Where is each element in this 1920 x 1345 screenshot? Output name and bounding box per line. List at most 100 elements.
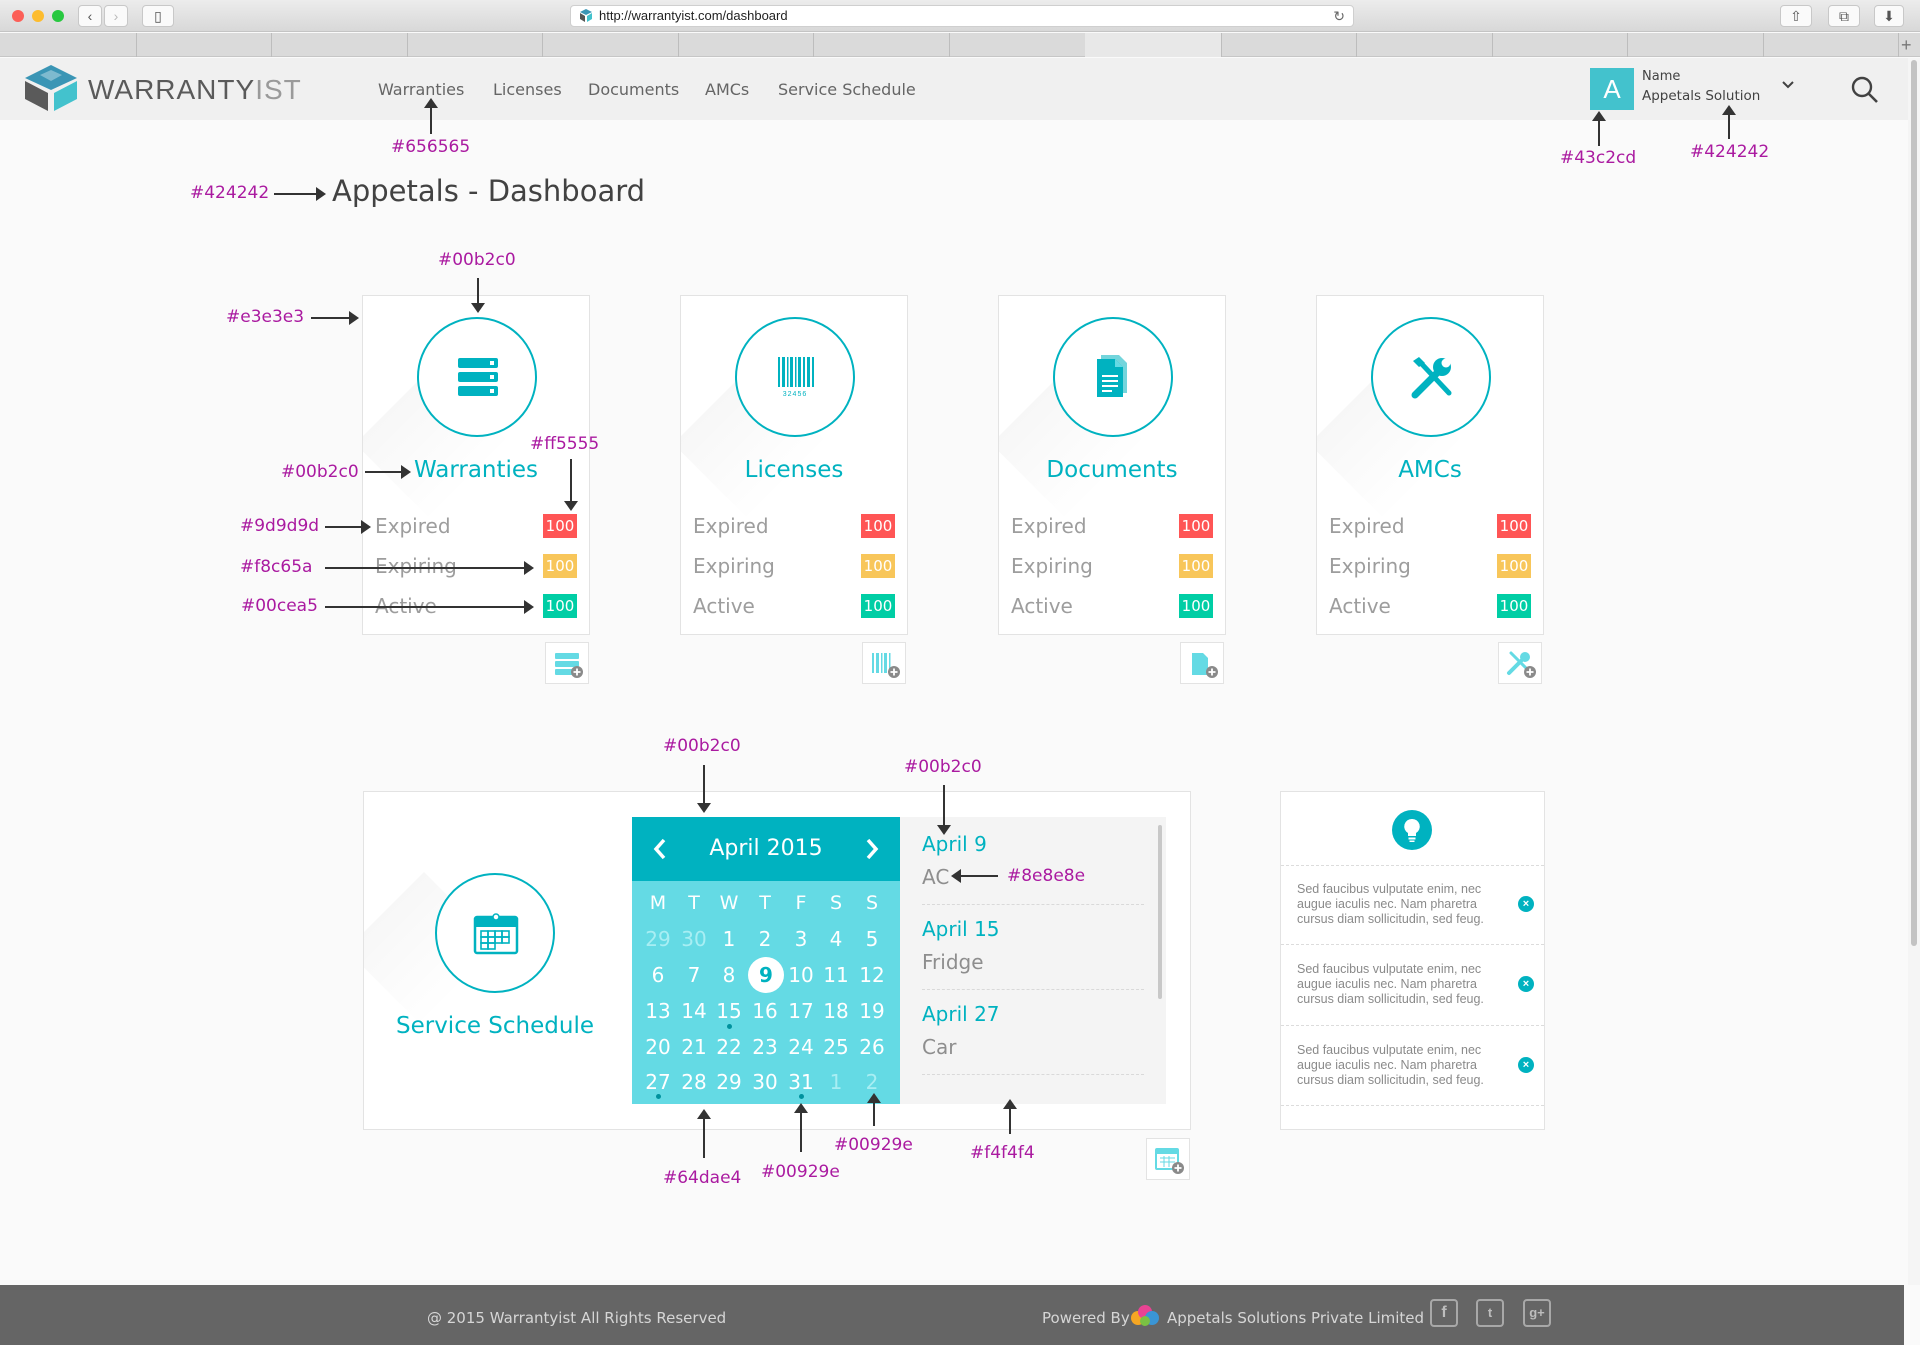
barcode-digits: 32456 [782,391,808,398]
next-month-icon[interactable] [864,838,880,860]
scrollbar-thumb[interactable] [1911,60,1917,946]
add-warranty-button[interactable] [545,642,589,684]
calendar-day[interactable]: 1 [829,1070,843,1094]
calendar-day[interactable]: 19 [859,999,885,1023]
nav-documents[interactable]: Documents [588,80,680,99]
calendar-day[interactable]: 28 [681,1070,707,1094]
back-button[interactable]: ‹ [78,5,102,27]
event-date[interactable]: April 15 [922,917,1000,941]
logo-icon[interactable] [22,63,80,113]
badge-active[interactable]: 100 [1497,594,1531,618]
event-date[interactable]: April 27 [922,1002,1000,1026]
reload-icon[interactable]: ↻ [1333,8,1345,24]
nav-warranties[interactable]: Warranties [378,80,465,99]
minimize-window-icon[interactable] [32,10,44,22]
facebook-icon[interactable]: f [1430,1299,1458,1327]
twitter-icon[interactable]: t [1476,1299,1504,1327]
badge-expired[interactable]: 100 [543,514,577,538]
search-icon[interactable] [1851,76,1879,104]
weekday-label: W [719,892,739,914]
calendar-day[interactable]: 3 [794,927,808,951]
nav-licenses[interactable]: Licenses [493,80,562,99]
card-icon-circle: 32456 [735,317,855,437]
calendar-day[interactable]: 16 [752,999,778,1023]
new-tab-icon[interactable]: + [1901,35,1912,55]
calendar-day[interactable]: 6 [651,963,665,987]
google-plus-icon[interactable]: g+ [1523,1299,1551,1327]
calendar-day[interactable]: 24 [788,1035,814,1059]
calendar-day[interactable]: 18 [823,999,849,1023]
share-icon[interactable]: ⇧ [1780,5,1812,27]
calendar-day[interactable]: 30 [681,927,707,951]
card-documents[interactable]: Documents Expired 100 Expiring 100 Activ… [998,295,1226,635]
calendar-day[interactable]: 1 [722,927,736,951]
footer [0,1285,1904,1345]
nav-service-schedule[interactable]: Service Schedule [778,80,916,99]
badge-active[interactable]: 100 [543,594,577,618]
calendar-day[interactable]: 10 [788,963,814,987]
card-title: Licenses [744,457,844,483]
badge-active[interactable]: 100 [1179,594,1213,618]
nav-amcs[interactable]: AMCs [705,80,750,99]
card-licenses[interactable]: 32456 Licenses Expired 100 Expiring 100 … [680,295,908,635]
prev-month-icon[interactable] [652,838,668,860]
calendar-day[interactable]: 15 [716,999,742,1023]
tip-text: Sed faucibus vulputate enim, nec augue i… [1297,962,1484,1006]
avatar[interactable]: A [1590,68,1634,110]
calendar-day[interactable]: 31 [788,1070,814,1094]
calendar-day[interactable]: 13 [645,999,671,1023]
badge-expired[interactable]: 100 [1179,514,1213,538]
calendar-day[interactable]: 23 [752,1035,778,1059]
badge-expired[interactable]: 100 [861,514,895,538]
calendar-day[interactable]: 5 [865,927,879,951]
card-warranties[interactable]: Warranties Expired 100 Expiring 100 Acti… [362,295,590,635]
close-window-icon[interactable] [12,10,24,22]
calendar-day-selected[interactable]: 9 [759,963,773,987]
active-tab[interactable] [1085,33,1221,57]
badge-expiring[interactable]: 100 [1179,554,1213,578]
calendar-day[interactable]: 26 [859,1035,885,1059]
badge-expired[interactable]: 100 [1497,514,1531,538]
calendar-day[interactable]: 8 [722,963,736,987]
dismiss-tip-icon[interactable]: × [1518,1057,1534,1073]
calendar-day[interactable]: 14 [681,999,707,1023]
add-document-button[interactable] [1180,642,1224,684]
calendar-day[interactable]: 21 [681,1035,707,1059]
badge-expiring[interactable]: 100 [543,554,577,578]
dismiss-tip-icon[interactable]: × [1518,896,1534,912]
calendar-day[interactable]: 22 [716,1035,742,1059]
downloads-icon[interactable]: ⬇ [1874,5,1904,27]
annotation-label: #43c2cd [1560,148,1637,168]
calendar-day[interactable]: 30 [752,1070,778,1094]
chevron-down-icon[interactable] [1781,78,1795,92]
dismiss-tip-icon[interactable]: × [1518,976,1534,992]
calendar-day[interactable]: 29 [716,1070,742,1094]
user-name[interactable]: Appetals Solution [1642,88,1761,104]
event-date[interactable]: April 9 [922,832,987,856]
forward-button[interactable]: › [104,5,128,27]
card-amcs[interactable]: AMCs Expired 100 Expiring 100 Active 100 [1316,295,1544,635]
calendar-day[interactable]: 7 [687,963,701,987]
zoom-window-icon[interactable] [52,10,64,22]
calendar-day[interactable]: 20 [645,1035,671,1059]
badge-expiring[interactable]: 100 [861,554,895,578]
calendar-day[interactable]: 4 [829,927,843,951]
url-bar[interactable]: http://warrantyist.com/dashboard ↻ [570,5,1354,27]
add-service-button[interactable] [1146,1138,1190,1180]
calendar-day[interactable]: 12 [859,963,885,987]
calendar-day[interactable]: 29 [645,927,671,951]
calendar-day[interactable]: 2 [758,927,772,951]
add-license-button[interactable] [862,642,906,684]
calendar-day[interactable]: 2 [865,1070,879,1094]
events-scrollbar[interactable] [1158,825,1162,999]
badge-active[interactable]: 100 [861,594,895,618]
badge-expiring[interactable]: 100 [1497,554,1531,578]
calendar-day[interactable]: 17 [788,999,814,1023]
calendar-day[interactable]: 27 [645,1070,671,1094]
add-amc-button[interactable] [1498,642,1542,684]
calendar-day[interactable]: 25 [823,1035,849,1059]
sidebar-toggle-icon[interactable]: ▯ [142,5,174,27]
calendar-day[interactable]: 11 [823,963,849,987]
tabs-overview-icon[interactable]: ⧉ [1828,5,1860,27]
company-name[interactable]: Appetals Solutions Private Limited [1167,1309,1425,1327]
